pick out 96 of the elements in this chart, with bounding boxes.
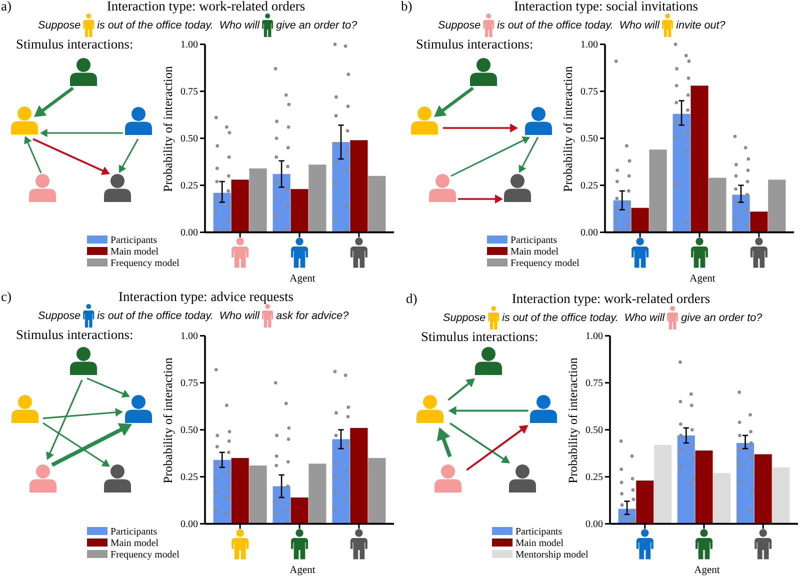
bar xyxy=(308,164,326,232)
y-tick-label: 0.50 xyxy=(586,425,603,436)
y-tick-label: 0.50 xyxy=(180,425,198,436)
y-tick-label: 0.00 xyxy=(586,519,603,530)
legend-label: Participants xyxy=(510,235,558,246)
y-axis-title: Probability of interaction xyxy=(566,356,580,484)
bar xyxy=(368,176,386,232)
bar xyxy=(768,180,786,232)
bar xyxy=(332,142,350,232)
text: ask for advice? xyxy=(276,310,349,322)
chart-title: Interaction type: work-related orders xyxy=(512,291,710,306)
text: is out of the office today. Who will xyxy=(97,310,260,322)
y-tick-label: 0.00 xyxy=(180,519,198,530)
bar xyxy=(350,140,368,232)
legend-label: Frequency model xyxy=(510,258,580,269)
bar xyxy=(290,497,308,524)
legend-label: Mentorship model xyxy=(516,550,588,560)
legend-label: Participants xyxy=(110,526,158,538)
text: b) xyxy=(401,0,412,14)
y-tick-label: 1.00 xyxy=(180,40,198,50)
x-axis-title: Agent xyxy=(290,565,316,576)
text: Stimulus interactions: xyxy=(421,329,538,344)
bar xyxy=(750,212,768,232)
bar xyxy=(772,467,790,524)
legend-label: Participants xyxy=(516,526,562,538)
y-tick-label: 0.25 xyxy=(180,472,198,483)
bar xyxy=(649,150,667,232)
bar xyxy=(213,460,231,524)
text: Suppose xyxy=(443,312,486,324)
x-axis-title: Agent xyxy=(290,274,316,284)
bar xyxy=(350,428,368,524)
chart-title: Interaction type: advice requests xyxy=(118,289,294,304)
bar xyxy=(672,114,690,232)
bar xyxy=(231,180,249,232)
bar xyxy=(272,174,290,232)
y-tick-label: 0.25 xyxy=(580,180,598,192)
text: is out of the office today. Who will xyxy=(497,20,660,32)
y-tick-label: 1.00 xyxy=(180,331,198,342)
y-tick-label: 0.75 xyxy=(580,86,598,98)
y-axis-title: Probability of interaction xyxy=(561,65,575,192)
text: give an order to? xyxy=(681,312,762,324)
bar xyxy=(695,450,713,524)
bar xyxy=(736,442,754,524)
bar xyxy=(677,435,695,524)
bar xyxy=(249,168,267,232)
bar xyxy=(308,464,326,524)
text: invite out? xyxy=(676,20,726,32)
chart-title: Interaction type: work-related orders xyxy=(106,0,306,14)
text: is out of the office today. Who will xyxy=(97,20,260,32)
legend-label: Frequency model xyxy=(110,550,180,560)
text: d) xyxy=(406,291,418,306)
bar xyxy=(754,454,772,524)
y-tick-label: 1.00 xyxy=(586,331,603,342)
bar xyxy=(272,486,290,524)
y-tick-label: 0.75 xyxy=(180,86,198,98)
bar xyxy=(231,458,249,524)
y-tick-label: 0.75 xyxy=(586,378,603,389)
bar xyxy=(654,444,672,524)
text: Suppose xyxy=(438,20,481,32)
bar xyxy=(249,466,267,524)
y-axis-title: Probability of interaction xyxy=(161,65,175,192)
bar xyxy=(368,458,386,524)
text: Stimulus interactions: xyxy=(16,36,134,52)
text: Stimulus interactions: xyxy=(16,327,134,342)
y-tick-label: 0.00 xyxy=(580,228,598,238)
y-tick-label: 0.50 xyxy=(180,134,198,144)
y-tick-label: 0.00 xyxy=(180,228,198,238)
x-axis-title: Agent xyxy=(690,274,716,284)
text: give an order to? xyxy=(276,20,358,32)
bar xyxy=(708,178,726,232)
bar xyxy=(290,189,308,232)
bar xyxy=(631,208,649,232)
text: is out of the office today. Who will xyxy=(502,312,666,324)
legend-label: Main model xyxy=(510,246,559,258)
bar xyxy=(332,439,350,524)
legend-label: Main model xyxy=(110,538,159,549)
x-axis-title: Agent xyxy=(694,565,720,576)
legend-label: Frequency model xyxy=(110,258,180,269)
y-tick-label: 1.00 xyxy=(580,40,598,50)
bar xyxy=(713,473,731,524)
text: c) xyxy=(1,289,12,304)
text: Stimulus interactions: xyxy=(416,36,534,52)
legend-label: Main model xyxy=(516,538,564,549)
y-tick-label: 0.75 xyxy=(180,378,198,389)
legend-label: Main model xyxy=(110,246,159,258)
text: Suppose xyxy=(38,310,81,322)
y-axis-title: Probability of interaction xyxy=(161,356,175,484)
chart-title: Interaction type: social invitations xyxy=(514,0,698,14)
y-tick-label: 0.50 xyxy=(580,134,598,144)
bar xyxy=(636,480,654,524)
bar xyxy=(690,86,708,232)
y-tick-label: 0.25 xyxy=(586,472,603,483)
text: a) xyxy=(1,0,12,14)
text: Suppose xyxy=(38,20,81,32)
y-tick-label: 0.25 xyxy=(180,180,198,192)
legend-label: Participants xyxy=(110,235,158,246)
